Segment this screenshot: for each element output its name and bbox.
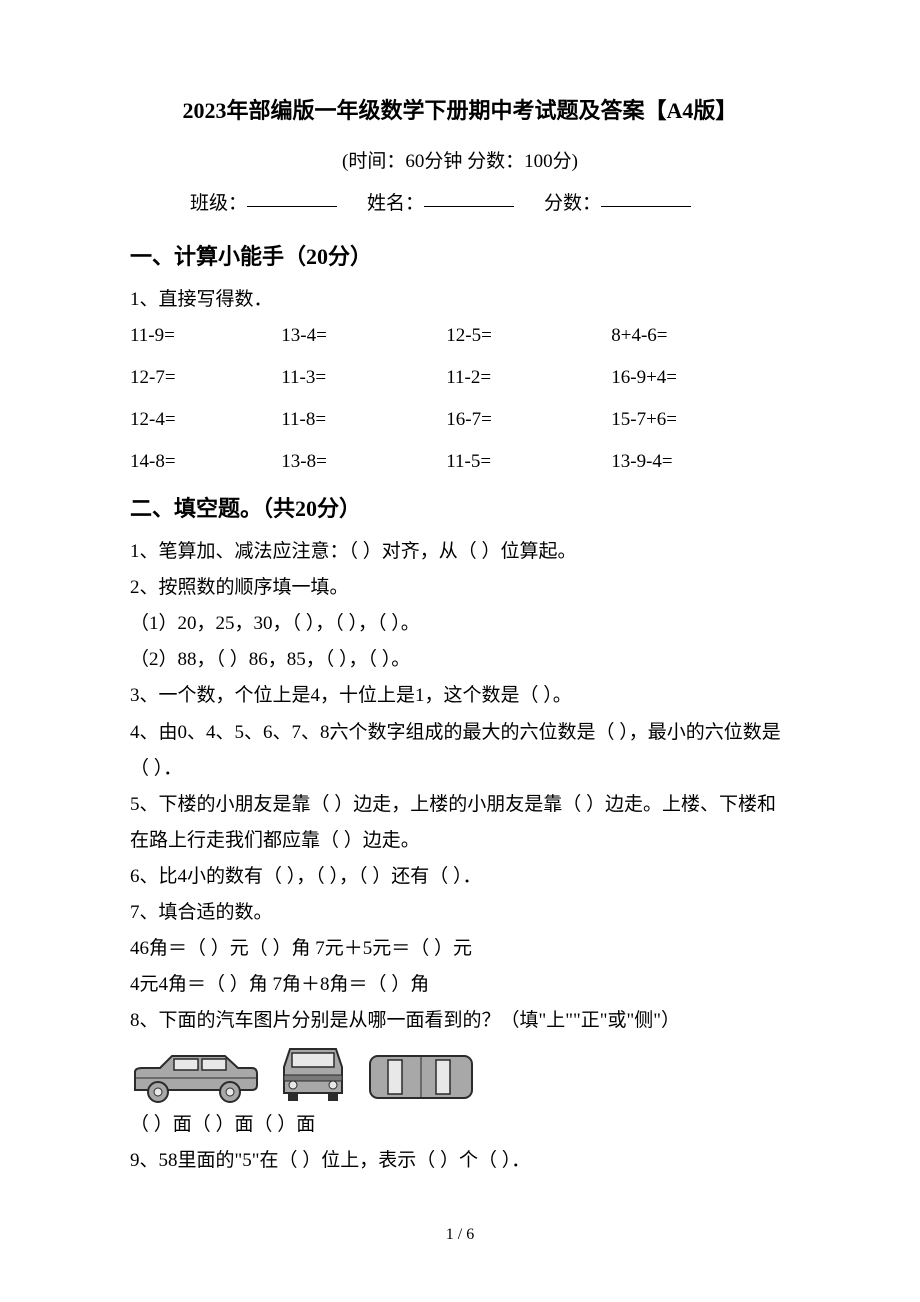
calc-cell: 12-7= — [130, 360, 281, 396]
s2-q7: 7、填合适的数。 — [130, 895, 790, 931]
s2-q7-1: 46角＝（ ）元（ ）角 7元＋5元＝（ ）元 — [130, 931, 790, 967]
score-field: 分数： — [544, 186, 691, 222]
calc-cell: 11-2= — [446, 360, 611, 396]
student-info-line: 班级： 姓名： 分数： — [130, 186, 790, 222]
section-2-heading: 二、填空题。（共20分） — [130, 488, 790, 530]
class-field: 班级： — [190, 186, 337, 222]
s2-q8: 8、下面的汽车图片分别是从哪一面看到的？（填"上""正"或"侧"） — [130, 1003, 790, 1039]
calc-cell: 16-9+4= — [611, 360, 790, 396]
s2-q2-2: （2）88，（ ）86，85，（ ），（ ）。 — [130, 642, 790, 678]
exam-title: 2023年部编版一年级数学下册期中考试题及答案【A4版】 — [130, 90, 790, 132]
car-front-icon — [278, 1045, 348, 1105]
s2-q6: 6、比4小的数有（ ），（ ），（ ）还有（ ）． — [130, 859, 790, 895]
s2-q1: 1、笔算加、减法应注意：（ ）对齐，从（ ）位算起。 — [130, 534, 790, 570]
class-blank[interactable] — [247, 188, 337, 207]
exam-subtitle: (时间：60分钟 分数：100分) — [130, 144, 790, 180]
calc-cell: 11-3= — [281, 360, 446, 396]
s1-q1-label: 1、直接写得数． — [130, 282, 790, 318]
s2-q2-1: （1）20，25，30，（ ），（ ），（ ）。 — [130, 606, 790, 642]
calc-cell: 11-8= — [281, 402, 446, 438]
car-images-row — [130, 1045, 790, 1105]
section-1-heading: 一、计算小能手（20分） — [130, 236, 790, 278]
calc-cell: 12-4= — [130, 402, 281, 438]
car-side-icon — [130, 1050, 260, 1105]
name-field: 姓名： — [367, 186, 514, 222]
score-label: 分数： — [544, 193, 601, 214]
calc-grid: 11-9= 13-4= 12-5= 8+4-6= 12-7= 11-3= 11-… — [130, 318, 790, 480]
car-top-icon — [366, 1050, 476, 1105]
class-label: 班级： — [190, 193, 247, 214]
name-blank[interactable] — [424, 188, 514, 207]
calc-cell: 14-8= — [130, 444, 281, 480]
s2-q7-2: 4元4角＝（ ）角 7角＋8角＝（ ）角 — [130, 967, 790, 1003]
calc-cell: 13-4= — [281, 318, 446, 354]
s2-q9: 9、58里面的"5"在（ ）位上，表示（ ）个（ ）． — [130, 1143, 790, 1179]
calc-cell: 15-7+6= — [611, 402, 790, 438]
s2-q2: 2、按照数的顺序填一填。 — [130, 570, 790, 606]
s2-q4: 4、由0、4、5、6、7、8六个数字组成的最大的六位数是（ ），最小的六位数是（… — [130, 715, 790, 787]
s2-q5: 5、下楼的小朋友是靠（ ）边走，上楼的小朋友是靠（ ）边走。上楼、下楼和在路上行… — [130, 787, 790, 859]
calc-cell: 13-8= — [281, 444, 446, 480]
calc-cell: 8+4-6= — [611, 318, 790, 354]
s2-q8-answer: （ ）面（ ）面（ ）面 — [130, 1107, 790, 1143]
score-blank[interactable] — [601, 188, 691, 207]
s2-q3: 3、一个数，个位上是4，十位上是1，这个数是（ ）。 — [130, 678, 790, 714]
calc-cell: 13-9-4= — [611, 444, 790, 480]
page-number: 1 / 6 — [130, 1220, 790, 1250]
calc-cell: 12-5= — [446, 318, 611, 354]
calc-cell: 16-7= — [446, 402, 611, 438]
name-label: 姓名： — [367, 193, 424, 214]
calc-cell: 11-5= — [446, 444, 611, 480]
calc-cell: 11-9= — [130, 318, 281, 354]
